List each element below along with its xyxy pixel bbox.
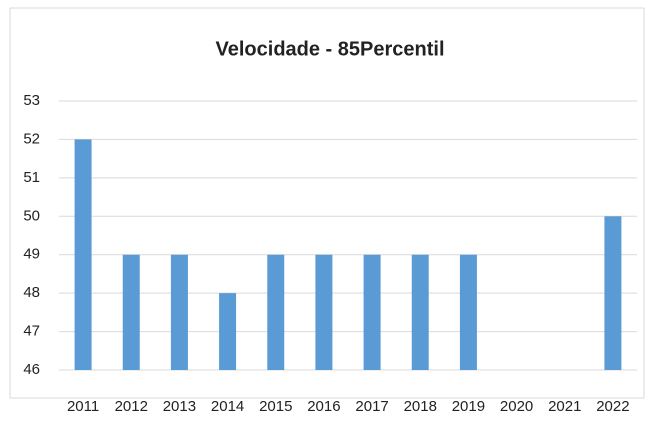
bar [267, 254, 285, 370]
bar [604, 216, 622, 370]
x-tick-label: 2016 [307, 398, 340, 415]
bar [122, 254, 140, 370]
bar [74, 139, 92, 370]
x-tick-label: 2012 [115, 398, 148, 415]
x-tick-label: 2013 [163, 398, 196, 415]
x-tick-label: 2014 [211, 398, 244, 415]
y-tick-label: 48 [23, 284, 40, 301]
x-tick-label: 2017 [355, 398, 388, 415]
y-tick-label: 52 [23, 130, 40, 147]
bar [363, 254, 381, 370]
x-tick-label: 2021 [548, 398, 581, 415]
bar [219, 293, 237, 370]
y-tick-label: 46 [23, 361, 40, 378]
bar [459, 254, 477, 370]
y-tick-label: 50 [23, 207, 40, 224]
bar [170, 254, 188, 370]
y-tick-label: 53 [23, 92, 40, 109]
x-tick-label: 2018 [404, 398, 437, 415]
x-tick-label: 2022 [596, 398, 629, 415]
y-tick-label: 49 [23, 246, 40, 263]
bar [411, 254, 429, 370]
x-tick-label: 2011 [67, 398, 99, 415]
chart-title: Velocidade - 85Percentil [216, 38, 445, 60]
x-tick-label: 2020 [500, 398, 533, 415]
x-tick-label: 2015 [259, 398, 292, 415]
y-tick-label: 51 [23, 169, 40, 186]
x-tick-label: 2019 [452, 398, 485, 415]
bar [315, 254, 333, 370]
y-tick-label: 47 [23, 323, 40, 340]
